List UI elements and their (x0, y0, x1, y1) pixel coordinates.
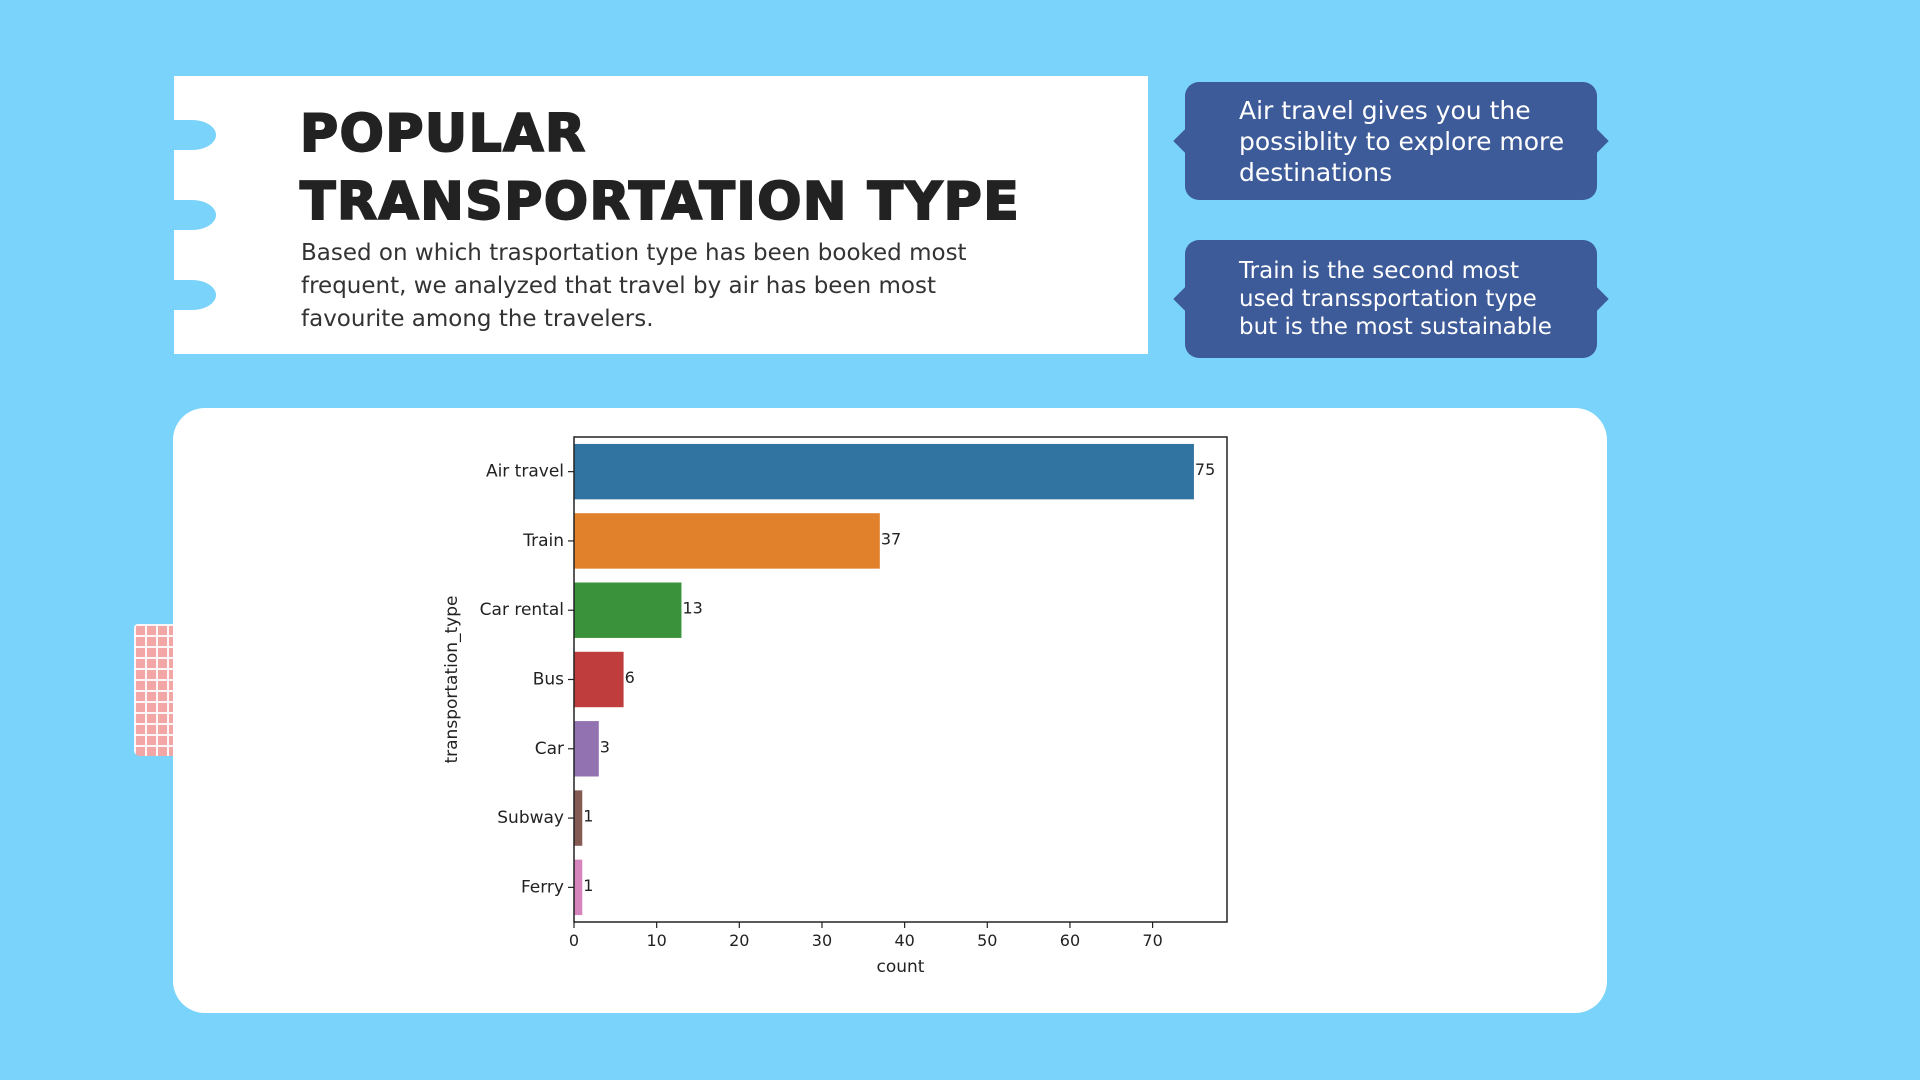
x-tick-label: 50 (977, 931, 997, 950)
y-tick-label: Train (522, 531, 564, 551)
page-subtitle: Based on which trasportation type has be… (301, 240, 967, 332)
bar-chart: Air travel 75 Train 37 Car rental 13 Bus 6 Car 3 S… (442, 436, 1228, 977)
title-card (168, 76, 1148, 354)
notch-decoration (168, 200, 216, 230)
data-label: 3 (600, 737, 610, 756)
y-tick-label: Subway (497, 808, 564, 828)
title-line-1: POPULAR (299, 103, 587, 165)
y-axis-label: transportation_type (442, 595, 462, 763)
title-line-2: TRANSPORTATION TYPE (299, 171, 1021, 233)
page-title: POPULAR TRANSPORTATION TYPE (299, 100, 1021, 236)
y-tick-label: Ferry (521, 877, 564, 897)
x-tick-label: 0 (569, 931, 579, 950)
y-tick-label: Car rental (480, 600, 564, 620)
x-tick-label: 20 (729, 931, 749, 950)
y-tick-label: Bus (533, 670, 564, 690)
plot-frame (573, 436, 1228, 923)
bar-car-rental (574, 582, 682, 638)
bar-subway (574, 790, 583, 846)
data-label: 1 (583, 807, 593, 826)
x-tick-label: 40 (894, 931, 914, 950)
bar-air-travel (574, 443, 1194, 500)
chart-card: Air travel 75 Train 37 Car rental 13 Bus 6 Car 3 S… (173, 408, 1607, 1013)
x-tick-label: 70 (1142, 931, 1162, 950)
y-tick-label: Air travel (486, 462, 564, 482)
x-tick-label: 10 (646, 931, 666, 950)
data-label: 75 (1195, 460, 1215, 479)
notch-decoration (168, 280, 216, 310)
callout-text: Train is the second most used transsport… (1239, 258, 1552, 340)
data-label: 37 (881, 529, 901, 548)
y-tick-label: Car (535, 739, 564, 759)
bar-bus (574, 651, 624, 708)
callout-air-travel: Air travel gives you the possiblity to e… (1185, 82, 1597, 200)
bar-car (574, 721, 599, 777)
data-label: 13 (682, 599, 702, 618)
callout-text: Air travel gives you the possiblity to e… (1239, 95, 1565, 187)
notch-decoration (168, 120, 216, 150)
x-tick-label: 60 (1060, 931, 1080, 950)
callout-train: Train is the second most used transsport… (1185, 240, 1597, 358)
x-tick-label: 30 (812, 931, 832, 950)
x-axis-label: count (877, 957, 925, 977)
bar-ferry (574, 859, 583, 916)
data-label: 6 (625, 668, 635, 687)
data-label: 1 (583, 876, 593, 895)
bar-train (574, 513, 880, 569)
